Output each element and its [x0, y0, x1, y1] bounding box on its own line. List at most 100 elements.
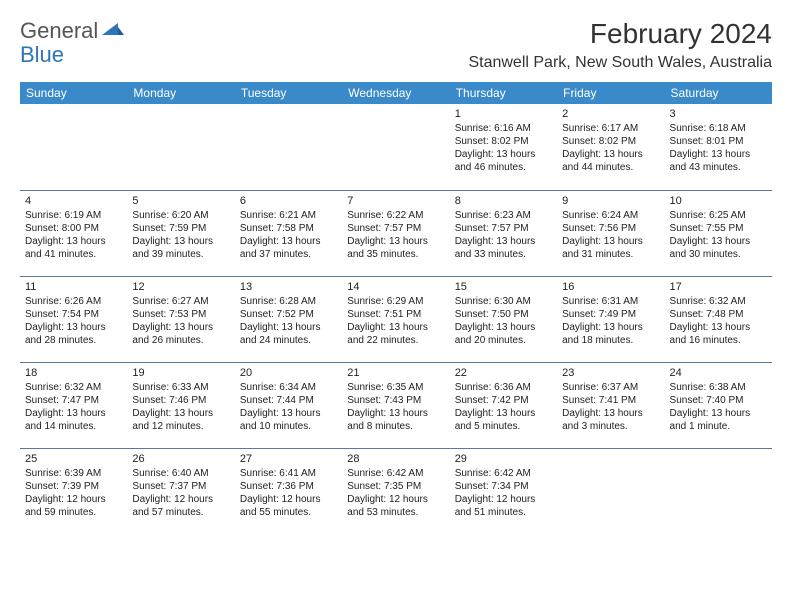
day-number: 11 — [25, 280, 122, 294]
cell-daylight: Daylight: 13 hours and 33 minutes. — [455, 235, 552, 261]
cell-daylight: Daylight: 12 hours and 55 minutes. — [240, 493, 337, 519]
calendar-row: 1Sunrise: 6:16 AMSunset: 8:02 PMDaylight… — [20, 104, 772, 190]
cell-daylight: Daylight: 13 hours and 20 minutes. — [455, 321, 552, 347]
cell-sunset: Sunset: 7:42 PM — [455, 394, 552, 407]
cell-daylight: Daylight: 13 hours and 44 minutes. — [562, 148, 659, 174]
location-text: Stanwell Park, New South Wales, Australi… — [468, 54, 772, 72]
calendar-cell: 13Sunrise: 6:28 AMSunset: 7:52 PMDayligh… — [235, 276, 342, 362]
calendar-table: SundayMondayTuesdayWednesdayThursdayFrid… — [20, 82, 772, 534]
calendar-cell: 26Sunrise: 6:40 AMSunset: 7:37 PMDayligh… — [127, 448, 234, 534]
calendar-cell: 20Sunrise: 6:34 AMSunset: 7:44 PMDayligh… — [235, 362, 342, 448]
cell-daylight: Daylight: 13 hours and 3 minutes. — [562, 407, 659, 433]
day-number: 8 — [455, 194, 552, 208]
day-number: 16 — [562, 280, 659, 294]
cell-sunrise: Sunrise: 6:20 AM — [132, 209, 229, 222]
title-block: February 2024 Stanwell Park, New South W… — [468, 18, 772, 72]
calendar-cell: 8Sunrise: 6:23 AMSunset: 7:57 PMDaylight… — [450, 190, 557, 276]
day-number: 21 — [347, 366, 444, 380]
cell-sunrise: Sunrise: 6:42 AM — [455, 467, 552, 480]
cell-sunset: Sunset: 8:00 PM — [25, 222, 122, 235]
day-number: 5 — [132, 194, 229, 208]
day-header-row: SundayMondayTuesdayWednesdayThursdayFrid… — [20, 82, 772, 104]
cell-daylight: Daylight: 13 hours and 22 minutes. — [347, 321, 444, 347]
brand-blue-wrap: Blue — [20, 42, 64, 68]
cell-sunset: Sunset: 7:35 PM — [347, 480, 444, 493]
cell-sunset: Sunset: 7:44 PM — [240, 394, 337, 407]
cell-sunset: Sunset: 7:41 PM — [562, 394, 659, 407]
calendar-cell: 18Sunrise: 6:32 AMSunset: 7:47 PMDayligh… — [20, 362, 127, 448]
cell-sunset: Sunset: 8:02 PM — [455, 135, 552, 148]
cell-sunrise: Sunrise: 6:41 AM — [240, 467, 337, 480]
calendar-row: 25Sunrise: 6:39 AMSunset: 7:39 PMDayligh… — [20, 448, 772, 534]
calendar-cell — [20, 104, 127, 190]
brand-blue: Blue — [20, 42, 64, 67]
calendar-cell: 23Sunrise: 6:37 AMSunset: 7:41 PMDayligh… — [557, 362, 664, 448]
cell-sunset: Sunset: 7:40 PM — [670, 394, 767, 407]
cell-sunrise: Sunrise: 6:29 AM — [347, 295, 444, 308]
brand-logo: General — [20, 18, 126, 44]
calendar-cell: 25Sunrise: 6:39 AMSunset: 7:39 PMDayligh… — [20, 448, 127, 534]
day-number: 26 — [132, 452, 229, 466]
calendar-cell: 6Sunrise: 6:21 AMSunset: 7:58 PMDaylight… — [235, 190, 342, 276]
cell-daylight: Daylight: 13 hours and 5 minutes. — [455, 407, 552, 433]
calendar-cell: 16Sunrise: 6:31 AMSunset: 7:49 PMDayligh… — [557, 276, 664, 362]
day-number: 27 — [240, 452, 337, 466]
cell-daylight: Daylight: 13 hours and 1 minute. — [670, 407, 767, 433]
calendar-cell: 2Sunrise: 6:17 AMSunset: 8:02 PMDaylight… — [557, 104, 664, 190]
day-number: 18 — [25, 366, 122, 380]
header: General February 2024 Stanwell Park, New… — [0, 0, 792, 76]
cell-daylight: Daylight: 13 hours and 14 minutes. — [25, 407, 122, 433]
cell-sunrise: Sunrise: 6:33 AM — [132, 381, 229, 394]
calendar-cell — [342, 104, 449, 190]
day-number: 17 — [670, 280, 767, 294]
calendar-cell: 11Sunrise: 6:26 AMSunset: 7:54 PMDayligh… — [20, 276, 127, 362]
day-number: 24 — [670, 366, 767, 380]
day-header: Monday — [127, 82, 234, 104]
day-number: 15 — [455, 280, 552, 294]
cell-sunset: Sunset: 7:55 PM — [670, 222, 767, 235]
calendar-body: 1Sunrise: 6:16 AMSunset: 8:02 PMDaylight… — [20, 104, 772, 534]
calendar-cell: 9Sunrise: 6:24 AMSunset: 7:56 PMDaylight… — [557, 190, 664, 276]
cell-sunset: Sunset: 7:37 PM — [132, 480, 229, 493]
cell-sunrise: Sunrise: 6:31 AM — [562, 295, 659, 308]
cell-sunset: Sunset: 7:50 PM — [455, 308, 552, 321]
cell-sunrise: Sunrise: 6:17 AM — [562, 122, 659, 135]
cell-daylight: Daylight: 13 hours and 46 minutes. — [455, 148, 552, 174]
cell-sunrise: Sunrise: 6:16 AM — [455, 122, 552, 135]
cell-sunset: Sunset: 7:59 PM — [132, 222, 229, 235]
day-number: 3 — [670, 107, 767, 121]
cell-sunset: Sunset: 8:02 PM — [562, 135, 659, 148]
cell-daylight: Daylight: 13 hours and 31 minutes. — [562, 235, 659, 261]
cell-sunrise: Sunrise: 6:34 AM — [240, 381, 337, 394]
day-header: Thursday — [450, 82, 557, 104]
cell-sunset: Sunset: 7:56 PM — [562, 222, 659, 235]
day-number: 6 — [240, 194, 337, 208]
day-number: 28 — [347, 452, 444, 466]
cell-daylight: Daylight: 13 hours and 10 minutes. — [240, 407, 337, 433]
cell-sunrise: Sunrise: 6:19 AM — [25, 209, 122, 222]
cell-sunset: Sunset: 7:52 PM — [240, 308, 337, 321]
cell-daylight: Daylight: 13 hours and 39 minutes. — [132, 235, 229, 261]
cell-daylight: Daylight: 13 hours and 12 minutes. — [132, 407, 229, 433]
cell-daylight: Daylight: 13 hours and 43 minutes. — [670, 148, 767, 174]
cell-sunrise: Sunrise: 6:27 AM — [132, 295, 229, 308]
calendar-cell: 12Sunrise: 6:27 AMSunset: 7:53 PMDayligh… — [127, 276, 234, 362]
calendar-cell: 14Sunrise: 6:29 AMSunset: 7:51 PMDayligh… — [342, 276, 449, 362]
cell-sunset: Sunset: 7:34 PM — [455, 480, 552, 493]
day-header: Tuesday — [235, 82, 342, 104]
calendar-cell: 24Sunrise: 6:38 AMSunset: 7:40 PMDayligh… — [665, 362, 772, 448]
day-number: 23 — [562, 366, 659, 380]
calendar-cell: 21Sunrise: 6:35 AMSunset: 7:43 PMDayligh… — [342, 362, 449, 448]
calendar-cell: 17Sunrise: 6:32 AMSunset: 7:48 PMDayligh… — [665, 276, 772, 362]
brand-mark-icon — [102, 21, 124, 42]
calendar-cell: 1Sunrise: 6:16 AMSunset: 8:02 PMDaylight… — [450, 104, 557, 190]
cell-sunrise: Sunrise: 6:37 AM — [562, 381, 659, 394]
day-number: 1 — [455, 107, 552, 121]
day-number: 12 — [132, 280, 229, 294]
month-title: February 2024 — [468, 18, 772, 50]
brand-general: General — [20, 18, 98, 44]
day-number: 29 — [455, 452, 552, 466]
cell-sunset: Sunset: 7:36 PM — [240, 480, 337, 493]
cell-sunrise: Sunrise: 6:42 AM — [347, 467, 444, 480]
cell-daylight: Daylight: 13 hours and 26 minutes. — [132, 321, 229, 347]
